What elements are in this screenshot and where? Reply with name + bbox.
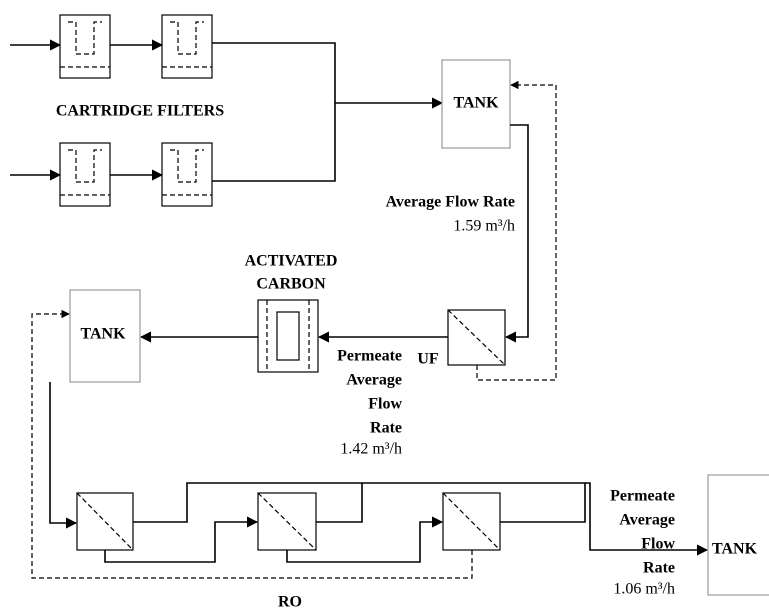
flow-value: 1.42 m³/h (340, 441, 402, 458)
flow-value: 1.59 m³/h (453, 218, 515, 235)
flow-value: 1.06 m³/h (613, 581, 675, 598)
flow-label: Rate (643, 560, 675, 577)
flow-label: Average (619, 512, 675, 529)
uf-permeate-flow: Permeate Average Flow Rate 1.42 m³/h (337, 348, 402, 458)
ro-modules (76, 492, 501, 551)
flow-label: Average Flow Rate (386, 194, 515, 211)
tank-label: TANK (80, 326, 126, 343)
label: CARTRIDGE FILTERS (56, 103, 224, 120)
tank-label: TANK (712, 541, 758, 558)
flow-label: Permeate (337, 348, 402, 365)
tank (69, 289, 141, 383)
label: ACTIVATED (245, 253, 338, 270)
label: CARBON (256, 276, 326, 293)
ro-label: RO (278, 594, 302, 610)
flow-label: Permeate (610, 488, 675, 505)
flow-label: Average (346, 372, 402, 389)
flow-label: Flow (368, 396, 402, 413)
flow-label: Flow (641, 536, 675, 553)
tank-label: TANK (453, 95, 499, 112)
cartridge-filters: CARTRIDGE FILTERS (10, 14, 444, 207)
uf-label: UF (417, 351, 439, 368)
flow-label: Rate (370, 420, 402, 437)
tank (441, 59, 511, 149)
tank (707, 474, 769, 596)
